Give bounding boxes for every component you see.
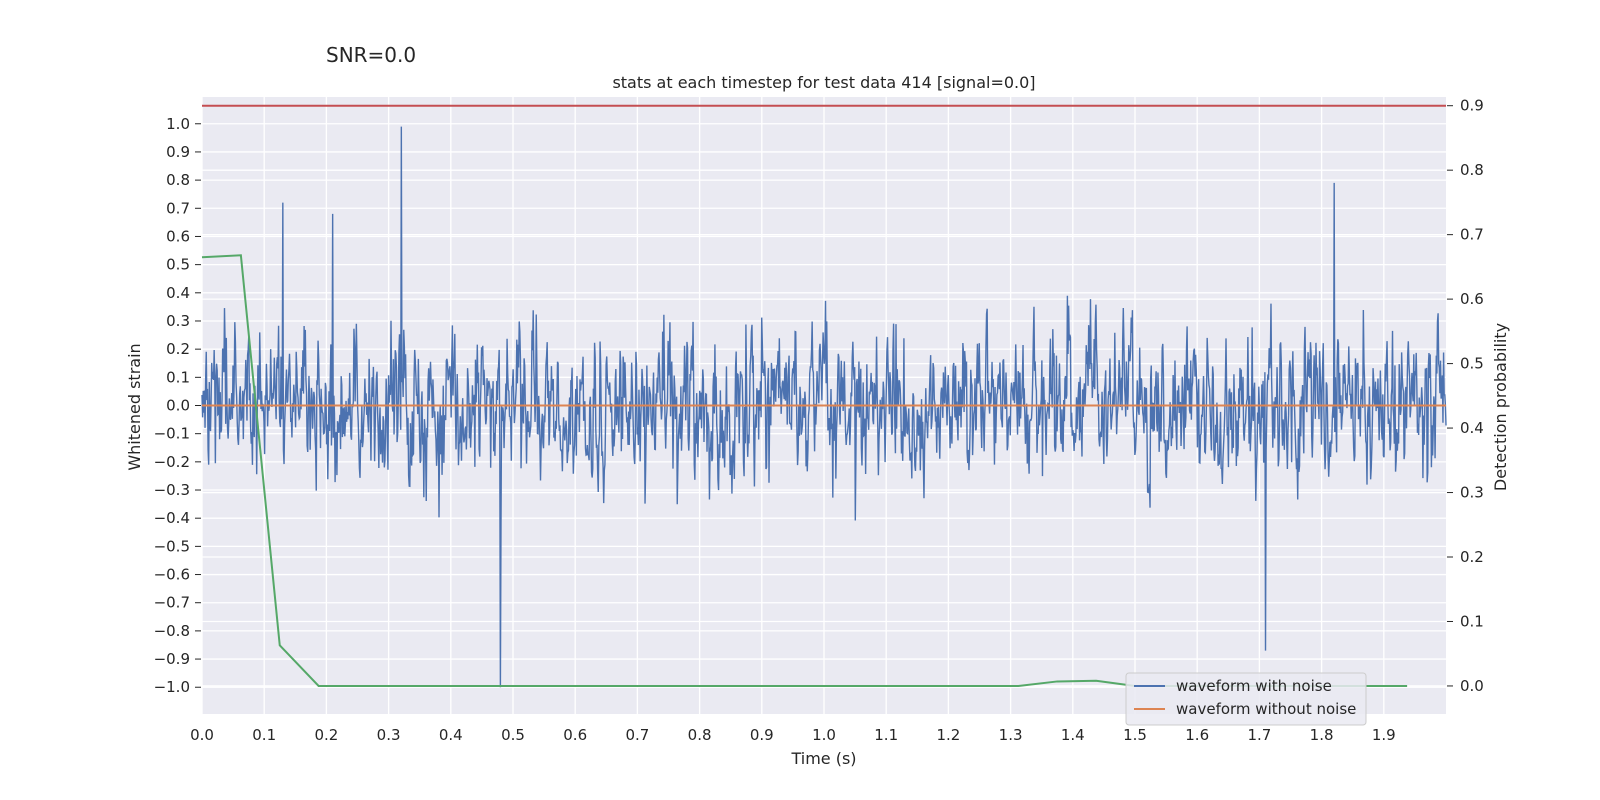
y2-tick-label: 0.1 (1460, 612, 1484, 630)
y-tick-label: −0.6 (154, 566, 190, 584)
x-tick-label: 0.5 (501, 726, 525, 744)
y-tick-label: 0.8 (166, 171, 190, 189)
x-tick-label: 0.8 (688, 726, 712, 744)
y2-tick-label: 0.9 (1460, 97, 1484, 115)
y-tick-label: 0.3 (166, 312, 190, 330)
x-tick-label: 1.3 (999, 726, 1023, 744)
y-tick-label: 0.5 (166, 256, 190, 274)
x-tick-label: 1.2 (936, 726, 960, 744)
x-tick-label: 0.1 (252, 726, 276, 744)
figure-suptitle: SNR=0.0 (326, 43, 416, 67)
y-tick-label: 0.7 (166, 199, 190, 217)
y2-tick-label: 0.5 (1460, 355, 1484, 373)
series-detection-probability (201, 254, 1408, 687)
x-tick-label: 0.0 (190, 726, 214, 744)
y2-tick-label: 0.2 (1460, 548, 1484, 566)
x-tick-label: 1.0 (812, 726, 836, 744)
x-tick-label: 0.3 (377, 726, 401, 744)
x-tick-label: 0.7 (625, 726, 649, 744)
y2-tick-label: 0.7 (1460, 226, 1484, 244)
x-tick-label: 1.6 (1185, 726, 1209, 744)
x-tick-label: 1.7 (1247, 726, 1271, 744)
x-tick-label: 0.6 (563, 726, 587, 744)
x-tick-label: 0.2 (314, 726, 338, 744)
series-waveform-with-noise (201, 126, 1447, 688)
x-tick-label: 1.8 (1310, 726, 1334, 744)
y2-tick-label: 0.0 (1460, 677, 1484, 695)
y-tick-label: −0.2 (154, 453, 190, 471)
x-tick-label: 1.1 (874, 726, 898, 744)
y2-axis-label: Detection probability (1491, 323, 1510, 491)
y-tick-label: −1.0 (154, 678, 190, 696)
y2-tick-label: 0.4 (1460, 419, 1484, 437)
y-tick-label: 0.9 (166, 143, 190, 161)
legend-label: waveform with noise (1176, 677, 1332, 695)
x-tick-label: 1.4 (1061, 726, 1085, 744)
y-tick-label: 0.1 (166, 368, 190, 386)
y-tick-label: −0.4 (154, 509, 190, 527)
y-tick-label: 0.6 (166, 227, 190, 245)
legend-box (1125, 672, 1367, 726)
x-tick-label: 0.4 (439, 726, 463, 744)
y-tick-label: −0.1 (154, 425, 190, 443)
legend-label: waveform without noise (1176, 700, 1356, 718)
y-tick-label: −0.5 (154, 537, 190, 555)
y-axis-label: Whitened strain (125, 343, 144, 470)
y-tick-label: 1.0 (166, 115, 190, 133)
chart-title: stats at each timestep for test data 414… (612, 73, 1035, 92)
legend: waveform with noise waveform without nois… (1125, 672, 1367, 726)
x-tick-label: 1.5 (1123, 726, 1147, 744)
y2-tick-label: 0.6 (1460, 290, 1484, 308)
y-tick-label: −0.8 (154, 622, 190, 640)
y-tick-label: −0.3 (154, 481, 190, 499)
y-tick-label: 0.4 (166, 284, 190, 302)
plot-area: 0.0 0.1 0.2 0.3 0.4 0.5 0.6 0.7 0.8 0.9 1.0 1.1 1.2 1… (154, 97, 1484, 744)
y2-tick-label: 0.8 (1460, 161, 1484, 179)
y-tick-label: 0.2 (166, 340, 190, 358)
y-tick-label: 0.0 (166, 397, 190, 415)
x-axis-label: Time (s) (790, 749, 856, 768)
x-tick-label: 0.9 (750, 726, 774, 744)
x-tick-label: 1.9 (1372, 726, 1396, 744)
y-tick-label: −0.7 (154, 594, 190, 612)
y-tick-label: −0.9 (154, 650, 190, 668)
y2-tick-label: 0.3 (1460, 484, 1484, 502)
